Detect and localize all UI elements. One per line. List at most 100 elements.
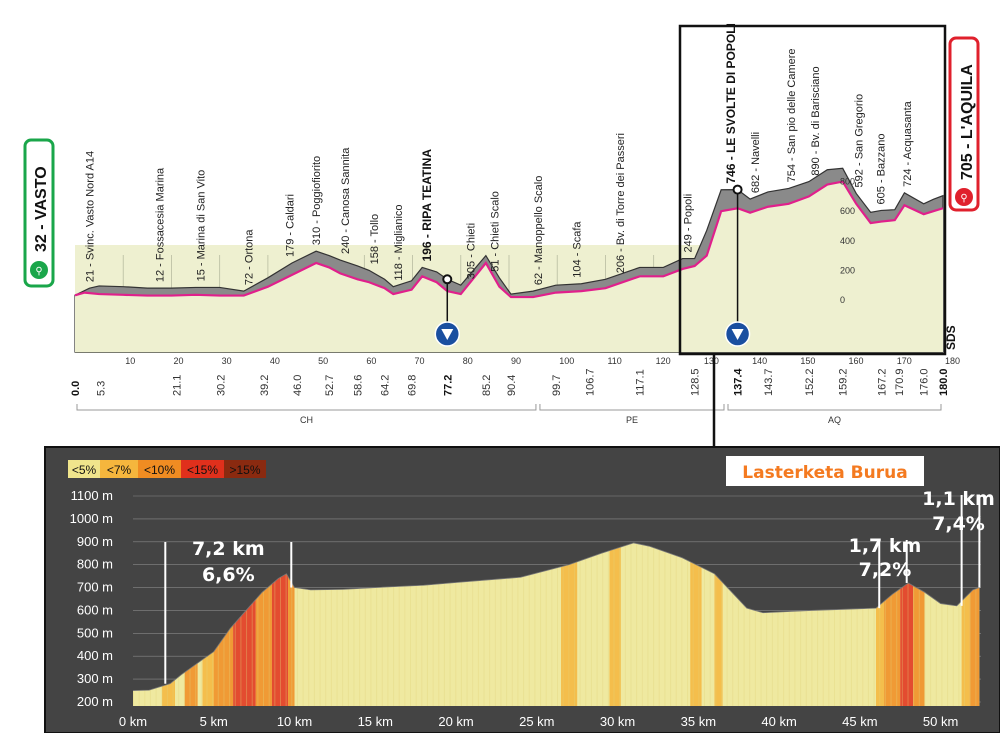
kom-triangle: [731, 329, 744, 340]
km-marker: 137.4: [733, 368, 745, 396]
start-label: 32 - VASTO: [33, 166, 50, 252]
place-label: 72 - Ortona: [244, 229, 256, 286]
x-tick-label: 150: [800, 356, 815, 366]
place-label: 15 - Marina di San Vito: [195, 170, 207, 282]
texture-stripe: [489, 542, 491, 706]
place-label: 754 - San pio delle Camere: [786, 48, 798, 182]
km-marker: 167.2: [876, 368, 888, 396]
texture-stripe: [670, 542, 672, 706]
texture-stripe: [839, 542, 841, 706]
texture-stripe: [607, 542, 609, 706]
texture-stripe: [958, 542, 960, 706]
texture-stripe: [494, 542, 496, 706]
texture-stripe: [867, 542, 869, 706]
texture-stripe: [817, 542, 819, 706]
bike-icon: [30, 261, 48, 279]
texture-stripe: [703, 542, 705, 706]
texture-stripe: [692, 542, 694, 706]
y-axis-ticks: 0 200 400 600 800: [840, 177, 855, 305]
texture-stripe: [506, 542, 508, 706]
texture-stripe: [687, 542, 689, 706]
texture-stripe: [557, 542, 558, 706]
climb-gradient: 6,6%: [202, 564, 255, 586]
legend-swatch: [138, 460, 181, 478]
climb-annotations: 7,2 km 6,6% 1,7 km7,2% 1,1 km 7,4%: [164, 488, 995, 684]
km-marker: 69.8: [407, 375, 419, 396]
texture-stripe: [285, 542, 287, 706]
region-label: PE: [626, 415, 638, 425]
texture-stripe: [964, 542, 966, 706]
y-label: 400 m: [77, 648, 113, 663]
texture-stripe: [726, 542, 728, 706]
texture-stripe: [913, 542, 915, 706]
texture-stripe: [336, 542, 338, 706]
texture-stripe: [590, 542, 592, 706]
texture-stripe: [975, 542, 977, 706]
texture-stripe: [788, 542, 790, 706]
texture-stripe: [924, 542, 926, 706]
texture-stripe: [777, 542, 779, 706]
km-marker: 106.7: [585, 368, 597, 396]
y-tick-label: 200: [840, 265, 855, 275]
texture-stripe: [579, 542, 581, 706]
texture-stripe: [884, 542, 886, 706]
texture-stripe: [822, 542, 824, 706]
region-brackets: CH PE AQ: [76, 404, 942, 425]
place-label: 206 - Bv. di Torre dei Passeri: [615, 133, 627, 273]
texture-stripe: [760, 542, 762, 706]
texture-stripe: [279, 542, 281, 706]
texture-stripe: [545, 542, 547, 706]
km-marker: 99.7: [551, 375, 563, 396]
texture-stripe: [308, 542, 310, 706]
climb-gradient: 7,2%: [859, 559, 912, 581]
texture-stripe: [873, 542, 875, 706]
texture-stripe: [935, 542, 937, 706]
detail-title: Lasterketa Burua: [742, 463, 907, 483]
texture-stripe: [291, 542, 293, 706]
climb-gradient: 7,4%: [932, 513, 985, 535]
texture-stripe: [296, 542, 298, 706]
km-marker: 159.2: [838, 368, 850, 396]
place-label: 62 - Manoppello Scalo: [533, 176, 545, 285]
texture-stripe: [771, 542, 773, 706]
km-marker: 152.2: [804, 368, 816, 396]
side-label: SDS: [944, 325, 958, 350]
gradient-band: [609, 542, 621, 706]
texture-stripe: [426, 542, 428, 706]
texture-stripe: [811, 542, 813, 706]
region-label: CH: [300, 415, 313, 425]
x-label: 50 km: [923, 714, 958, 729]
texture-stripe: [805, 542, 807, 706]
x-tick-label: 10: [125, 356, 135, 366]
texture-stripe: [517, 542, 519, 706]
km-marker: 180.0: [938, 368, 950, 396]
place-label: 305 - Chieti: [465, 223, 477, 279]
texture-stripe: [624, 542, 626, 706]
place-label: 746 - LE SVOLTE DI POPOLI: [724, 23, 738, 183]
gradient-band: [271, 542, 289, 706]
texture-stripe: [347, 542, 349, 706]
texture-stripe: [500, 542, 502, 706]
place-label: 249 - Popoli: [682, 194, 694, 253]
km-marker: 143.7: [763, 368, 775, 396]
climb-length: 7,2 km: [192, 538, 265, 560]
texture-stripe: [370, 542, 372, 706]
y-label: 700 m: [77, 580, 113, 595]
x-label: 10 km: [277, 714, 312, 729]
texture-stripe: [234, 542, 236, 706]
texture-stripe: [636, 542, 638, 706]
km-marker: 77.2: [442, 375, 454, 396]
texture-stripe: [562, 542, 564, 706]
texture-stripe: [653, 542, 655, 706]
detail-x-labels: 0 km 5 km 10 km 15 km 20 km 25 km 30 km 35 km 40…: [119, 714, 958, 729]
x-tick-label: 30: [222, 356, 232, 366]
texture-stripe: [398, 542, 400, 706]
region-bracket: [727, 404, 942, 411]
texture-stripe: [749, 542, 751, 706]
x-axis-ticks: 10 20 30 40 50 60 70 80 90 100 110 120 130 140 150 160 1…: [125, 356, 960, 366]
km-marker: 128.5: [690, 368, 702, 396]
texture-stripe: [681, 542, 683, 706]
gradient-band: [913, 542, 925, 706]
km-marker: 52.7: [324, 375, 336, 396]
texture-stripe: [619, 542, 621, 706]
